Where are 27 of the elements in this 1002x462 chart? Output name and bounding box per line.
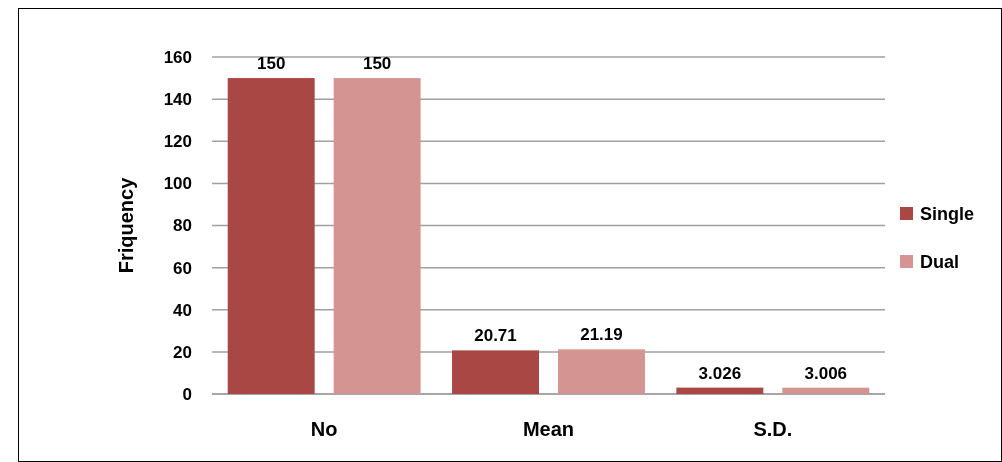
y-tick-label: 40: [173, 300, 192, 320]
data-label: 150: [362, 54, 392, 74]
data-label: 21.19: [580, 325, 623, 345]
data-label: 20.71: [474, 326, 517, 346]
y-tick-label: 20: [173, 342, 192, 362]
y-tick-label: 100: [163, 174, 192, 194]
x-tick-label: Mean: [522, 418, 575, 440]
bar: [333, 78, 421, 394]
bar: [676, 387, 764, 394]
bar: [452, 350, 539, 394]
legend-label: Dual: [920, 252, 960, 273]
y-axis-title: Friquency: [115, 176, 137, 274]
data-label: 150: [257, 54, 286, 74]
y-tick-label: 0: [182, 384, 192, 404]
bar: [782, 387, 870, 394]
data-label: 3.006: [804, 363, 848, 383]
y-tick-label: 80: [173, 216, 192, 236]
data-label: 3.026: [698, 363, 742, 383]
y-tick-label: 60: [173, 258, 192, 278]
x-tick-label: S.D.: [753, 418, 793, 440]
bar: [227, 78, 315, 394]
legend-label: Single: [920, 204, 975, 225]
y-tick-label: 160: [163, 47, 192, 67]
x-tick-label: No: [310, 418, 338, 440]
y-tick-label: 140: [163, 90, 192, 110]
y-tick-label: 120: [163, 132, 192, 152]
bar: [558, 349, 645, 394]
